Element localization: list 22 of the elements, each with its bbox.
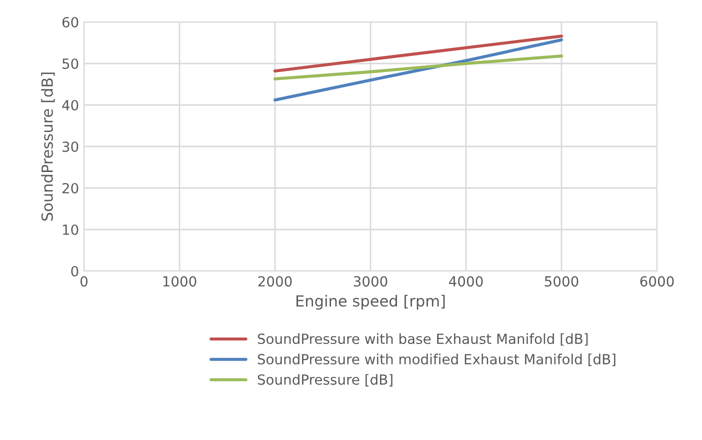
y-tick-label: 20	[62, 182, 78, 194]
x-tick-label: 3000	[354, 276, 388, 287]
x-tick-label: 0	[80, 276, 88, 287]
y-tick-label: 60	[62, 16, 78, 28]
x-tick-label: 6000	[640, 276, 674, 287]
line-series	[273, 34, 564, 72]
x-tick-label: 2000	[258, 276, 292, 287]
x-axis-title: Engine speed [rpm]	[296, 294, 445, 310]
legend-label: SoundPressure [dB]	[258, 374, 392, 386]
y-tick-label: 10	[62, 224, 78, 235]
x-tick-label: 1000	[163, 276, 196, 287]
legend-label: SoundPressure with modified Exhaust Manifold [dB]	[258, 354, 616, 366]
y-tick-label: 0	[71, 266, 78, 276]
x-tick-label: 4000	[449, 276, 483, 287]
y-axis-title: SoundPressure [dB]	[41, 72, 55, 221]
line-series	[273, 38, 564, 102]
line-series	[273, 54, 564, 80]
x-tick-label: 5000	[544, 276, 578, 287]
y-tick-label: 40	[62, 100, 78, 110]
y-tick-label: 30	[62, 141, 78, 152]
legend-label: SoundPressure with base Exhaust Manifold [dB]	[258, 333, 588, 346]
y-tick-label: 50	[62, 58, 78, 69]
